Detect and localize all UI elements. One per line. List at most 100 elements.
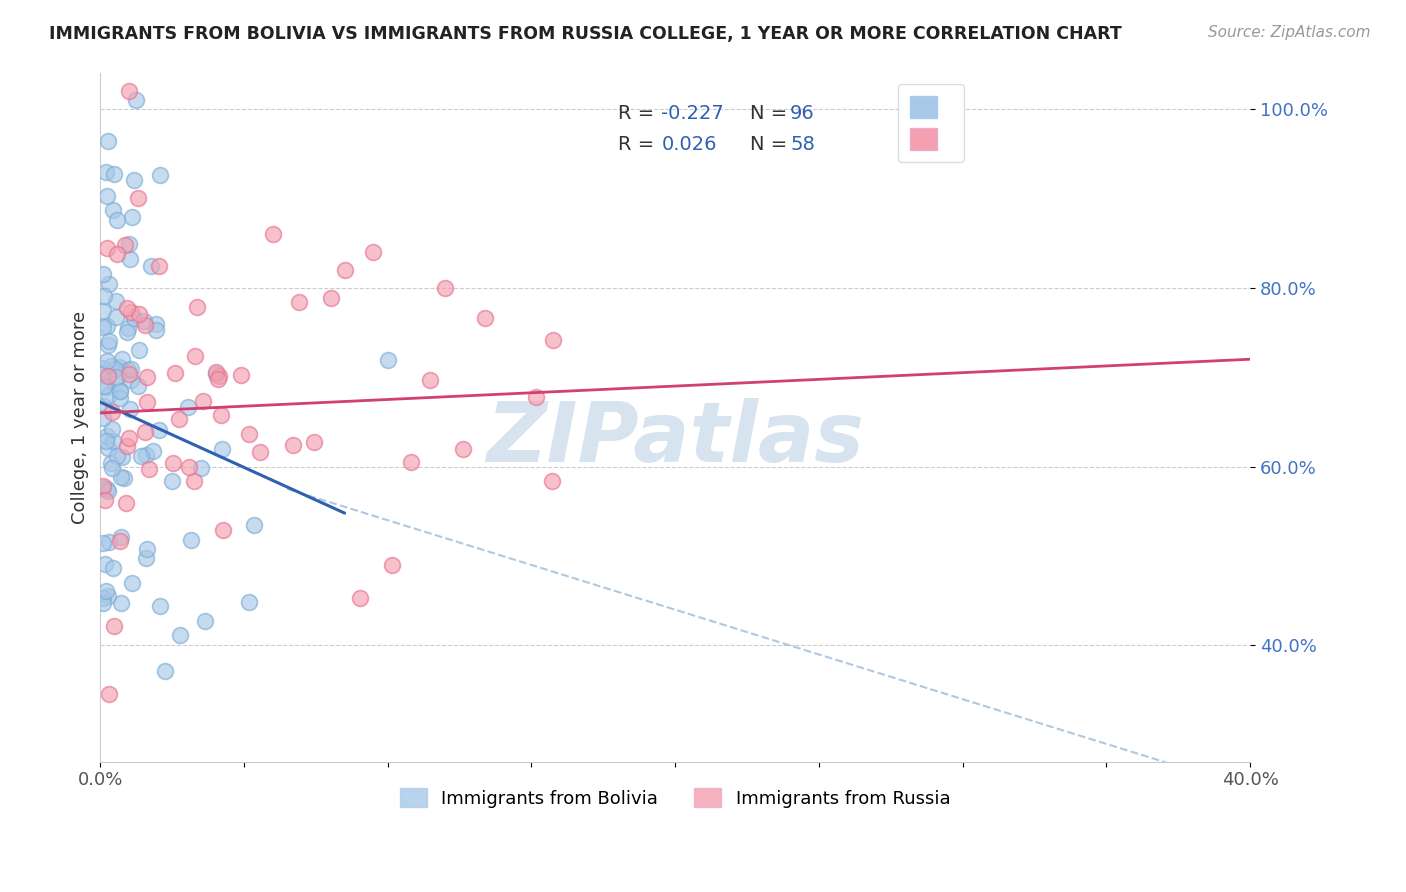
Point	[97, 589, 120, 603]
Point	[135, 448, 157, 462]
Point	[104, 369, 127, 384]
Point	[91, 481, 114, 495]
Point	[101, 405, 124, 419]
Point	[321, 292, 343, 306]
Point	[101, 202, 124, 217]
Point	[135, 541, 157, 556]
Point	[349, 591, 371, 605]
Point	[94, 434, 117, 448]
Point	[205, 365, 228, 379]
Text: 96: 96	[790, 104, 815, 123]
Point	[103, 619, 125, 633]
Point	[98, 334, 121, 348]
Point	[112, 470, 135, 484]
Point	[108, 384, 131, 399]
Point	[209, 408, 232, 422]
Point	[135, 551, 157, 566]
Point	[149, 599, 172, 614]
Point	[91, 591, 114, 606]
Point	[127, 379, 149, 393]
Point	[134, 425, 156, 439]
Point	[93, 399, 115, 413]
Point	[96, 188, 118, 202]
Point	[118, 367, 141, 381]
Point	[97, 484, 120, 499]
Point	[128, 307, 150, 321]
Point	[474, 311, 496, 326]
Point	[191, 393, 214, 408]
Point	[283, 438, 305, 452]
Point	[165, 367, 187, 381]
Point	[110, 384, 132, 399]
Point	[117, 321, 139, 335]
Point	[97, 368, 120, 383]
Point	[149, 168, 172, 182]
Point	[205, 367, 228, 381]
Point	[91, 303, 114, 318]
Point	[96, 319, 118, 334]
Point	[180, 533, 202, 548]
Point	[108, 533, 131, 548]
Point	[91, 320, 114, 334]
Point	[117, 236, 139, 251]
Point	[110, 596, 132, 610]
Point	[136, 369, 159, 384]
Point	[91, 360, 114, 375]
Point	[238, 427, 260, 442]
Text: R =: R =	[617, 135, 661, 154]
Point	[91, 410, 114, 425]
Point	[136, 395, 159, 409]
Point	[104, 310, 127, 324]
Point	[377, 352, 399, 367]
Point	[93, 289, 115, 303]
Point	[101, 434, 124, 449]
Point	[160, 475, 183, 489]
Point	[399, 455, 422, 469]
Point	[111, 450, 134, 464]
Text: R =: R =	[617, 104, 661, 123]
Point	[122, 173, 145, 187]
Point	[134, 318, 156, 332]
Y-axis label: College, 1 year or more: College, 1 year or more	[72, 310, 89, 524]
Point	[97, 387, 120, 401]
Point	[121, 210, 143, 224]
Point	[96, 241, 118, 255]
Point	[543, 333, 565, 347]
Point	[110, 530, 132, 544]
Point	[107, 449, 129, 463]
Point	[208, 369, 231, 384]
Point	[94, 165, 117, 179]
Point	[381, 558, 404, 573]
Point	[177, 460, 200, 475]
Point	[117, 362, 139, 376]
Point	[124, 310, 146, 325]
Point	[94, 492, 117, 507]
Point	[100, 359, 122, 373]
Point	[186, 300, 208, 314]
Point	[111, 351, 134, 366]
Point	[148, 423, 170, 437]
Point	[125, 93, 148, 107]
Point	[434, 280, 457, 294]
Point	[129, 450, 152, 464]
Point	[108, 391, 131, 405]
Point	[145, 323, 167, 337]
Point	[288, 295, 311, 310]
Point	[114, 237, 136, 252]
Point	[101, 422, 124, 436]
Point	[115, 326, 138, 340]
Point	[118, 84, 141, 98]
Point	[93, 379, 115, 393]
Point	[142, 443, 165, 458]
Point	[207, 372, 229, 386]
Text: ZIPatlas: ZIPatlas	[486, 398, 865, 478]
Point	[96, 379, 118, 393]
Point	[243, 517, 266, 532]
Point	[249, 444, 271, 458]
Point	[167, 412, 190, 426]
Point	[98, 277, 121, 291]
Point	[211, 442, 233, 457]
Point	[363, 244, 385, 259]
Text: N =: N =	[749, 135, 793, 154]
Point	[134, 314, 156, 328]
